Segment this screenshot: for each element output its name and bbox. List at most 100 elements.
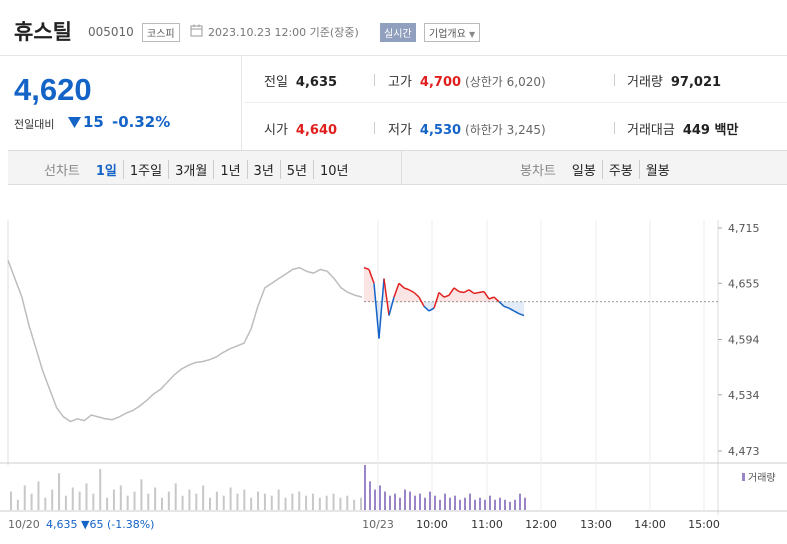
up-price-segment — [363, 266, 370, 271]
down-area — [424, 301, 429, 311]
prev-volume-bar — [284, 497, 287, 510]
today-volume-bar — [419, 493, 421, 510]
today-volume-bar — [504, 499, 506, 510]
prev-day-change: 4,635 ▼65 (-1.38%) — [46, 518, 154, 531]
prev-volume-bar — [236, 493, 239, 510]
prev-volume-bar — [71, 487, 74, 510]
prev-volume-bar — [195, 493, 198, 510]
x-tick-label: 12:00 — [525, 518, 557, 531]
today-volume-bar — [484, 499, 486, 510]
market-badge: 코스피 — [142, 23, 180, 42]
stat-value: 4,700 — [419, 75, 462, 90]
today-volume-bar — [394, 493, 396, 510]
tab-monthly[interactable]: 월봉 — [645, 164, 670, 179]
today-volume-bar — [409, 491, 411, 510]
down-price-segment — [388, 296, 395, 316]
prev-volume-bar — [119, 485, 122, 510]
prev-volume-bar — [263, 493, 266, 510]
change-percent: -0.32% — [112, 113, 171, 131]
up-price-segment — [483, 291, 490, 300]
stat-open: 시가 4,640 — [264, 119, 337, 138]
stat-prev-close: 전일 4,635 — [264, 71, 337, 90]
stat-label: 시가 — [264, 123, 288, 138]
prev-volume-bar — [305, 495, 308, 510]
tab-10y[interactable]: 10년 — [320, 164, 349, 179]
x-tick-label: 11:00 — [471, 518, 503, 531]
up-price-segment — [443, 294, 450, 298]
prev-volume-bar — [147, 493, 150, 510]
prev-volume-bar — [140, 479, 143, 510]
today-volume-bar — [449, 497, 451, 510]
prev-volume-bar — [202, 485, 205, 510]
today-volume-bar — [429, 491, 431, 510]
stat-value: 4,530 — [419, 123, 462, 138]
prev-volume-bar — [325, 495, 328, 510]
prev-volume-bar — [339, 497, 342, 510]
change-value: 15 — [83, 113, 104, 131]
prev-volume-bar — [174, 483, 177, 510]
stat-label: 거래대금 — [627, 123, 675, 138]
separator — [374, 122, 375, 134]
tab-1d[interactable]: 1일 — [90, 160, 124, 179]
stat-label: 저가 — [388, 123, 412, 138]
line-chart-tabs: 선차트 1일 1주일 3개월 1년 3년 5년 10년 — [44, 160, 355, 179]
x-tick-label: 14:00 — [634, 518, 666, 531]
price-chart: 10/23 10:00 11:00 12:00 13:00 14:00 15:00 4,715… — [0, 195, 787, 540]
prev-volume-bar — [277, 489, 280, 510]
tab-3m[interactable]: 3개월 — [169, 160, 215, 179]
down-price-segment — [508, 307, 515, 312]
down-area — [519, 301, 524, 316]
prev-volume-bar — [229, 487, 232, 510]
tab-1y[interactable]: 1년 — [214, 160, 248, 179]
chart-tabbar: 선차트 1일 1주일 3개월 1년 3년 5년 10년 봉차트 일봉 주봉 월봉 — [8, 150, 787, 185]
price-chart-svg: 10/23 10:00 11:00 12:00 13:00 14:00 15:00 4,715… — [0, 220, 787, 531]
prev-volume-bar — [126, 495, 129, 510]
down-price-segment — [378, 278, 385, 339]
stat-value: 4,635 — [295, 75, 338, 90]
tab-1w[interactable]: 1주일 — [124, 160, 170, 179]
today-volume-bar — [369, 481, 371, 510]
prev-day-date: 10/20 — [8, 518, 40, 531]
realtime-button[interactable]: 실시간 — [380, 23, 416, 42]
down-price-segment — [428, 307, 435, 312]
today-volume-bar — [494, 499, 496, 510]
up-price-segment — [393, 283, 400, 298]
y-tick-label: 4,655 — [728, 277, 760, 290]
price-summary: 4,620 전일대비 15 -0.32% — [8, 56, 242, 150]
up-price-segment — [383, 278, 390, 316]
volume-legend-label: 거래량 — [748, 472, 776, 484]
up-area — [464, 289, 469, 302]
tab-weekly[interactable]: 주봉 — [603, 160, 640, 179]
stock-header: 휴스틸 005010 코스피 2023.10.23 12:00 기준(장중) 실… — [0, 0, 787, 56]
today-volume-bar — [459, 499, 461, 510]
down-triangle-icon — [68, 117, 81, 128]
tab-daily[interactable]: 일봉 — [566, 160, 603, 179]
prev-volume-bar — [30, 493, 33, 510]
up-price-segment — [478, 290, 485, 294]
tab-3y[interactable]: 3년 — [248, 160, 281, 179]
stat-lower-limit: (하한가 3,245) — [465, 123, 546, 137]
prev-volume-bar — [353, 499, 356, 510]
up-price-segment — [368, 269, 375, 284]
up-price-segment — [413, 291, 420, 298]
today-volume-bar — [479, 497, 481, 510]
stat-label: 거래량 — [627, 75, 663, 90]
prev-volume-bar — [270, 495, 273, 510]
prev-volume-bar — [209, 497, 212, 510]
prev-volume-bar — [51, 489, 54, 510]
today-volume-bar — [439, 499, 441, 510]
prev-volume-bar — [332, 493, 335, 510]
company-info-dropdown[interactable]: 기업개요 ▼ — [424, 23, 481, 42]
today-volume-bar — [519, 493, 521, 510]
prev-volume-bar — [346, 495, 349, 510]
today-volume-bar — [374, 489, 376, 510]
prev-volume-bar — [112, 489, 115, 510]
today-volume-bar — [444, 493, 446, 510]
today-volume-bar — [489, 495, 491, 510]
today-volume-bar — [474, 499, 476, 510]
prev-volume-bar — [360, 497, 362, 510]
down-price-segment — [513, 310, 520, 315]
tab-5y[interactable]: 5년 — [281, 160, 315, 179]
prev-volume-bar — [222, 495, 225, 510]
stat-high: 고가 4,700 (상한가 6,020) — [388, 71, 546, 90]
